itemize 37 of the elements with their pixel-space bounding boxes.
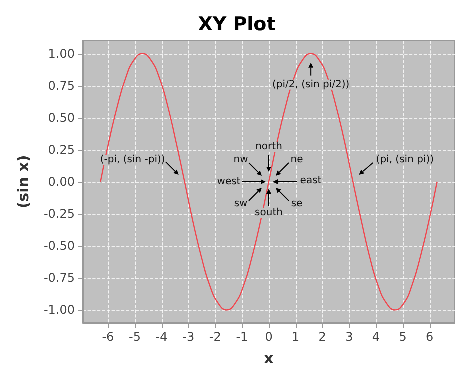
annotation: (pi/2, (sin pi/2)) [272,79,350,90]
x-tick-label: 4 [372,330,380,344]
x-tick-label: 0 [265,330,273,344]
annotation: south [255,208,283,218]
x-axis-title: x [264,350,274,368]
y-tick-label: -0.50 [44,239,75,254]
y-tick-label: -0.25 [44,207,75,222]
x-tick-label: -6 [102,330,114,344]
annotation: ne [290,154,304,166]
x-tick-label: 1 [292,330,300,344]
line-series [100,53,438,311]
x-tick-label: -2 [209,330,222,344]
x-tick-label: -1 [236,330,248,344]
x-tick-label: 6 [426,330,434,344]
annotation: sw [234,198,248,210]
annotation: nw [234,154,248,166]
y-tick-label: -1.00 [44,303,75,318]
x-tick-label: 5 [399,330,407,344]
x-tick-label: 2 [318,330,326,344]
y-tick-label: 0.75 [48,78,75,93]
x-tick-label: -4 [156,330,168,344]
y-tick-label: 1.00 [48,46,75,61]
y-axis-title: (sin x) [14,155,32,209]
x-tick-label: -5 [129,330,141,344]
y-tick-label: 0.50 [48,110,75,125]
annotation: se [291,198,303,210]
annotation: north [256,142,282,152]
chart-title: XY Plot [198,14,276,36]
y-tick-label: 0.25 [48,142,75,157]
annotation: (pi, (sin pi)) [376,154,434,166]
y-tick-label: 0.00 [48,175,75,189]
annotation: east [300,176,322,186]
x-tick-label: -3 [182,330,195,344]
annotation: west [217,176,241,188]
annotation: (-pi, (sin -pi)) [100,154,166,166]
y-tick-label: -0.75 [44,271,75,286]
x-tick-label: 3 [346,330,354,344]
